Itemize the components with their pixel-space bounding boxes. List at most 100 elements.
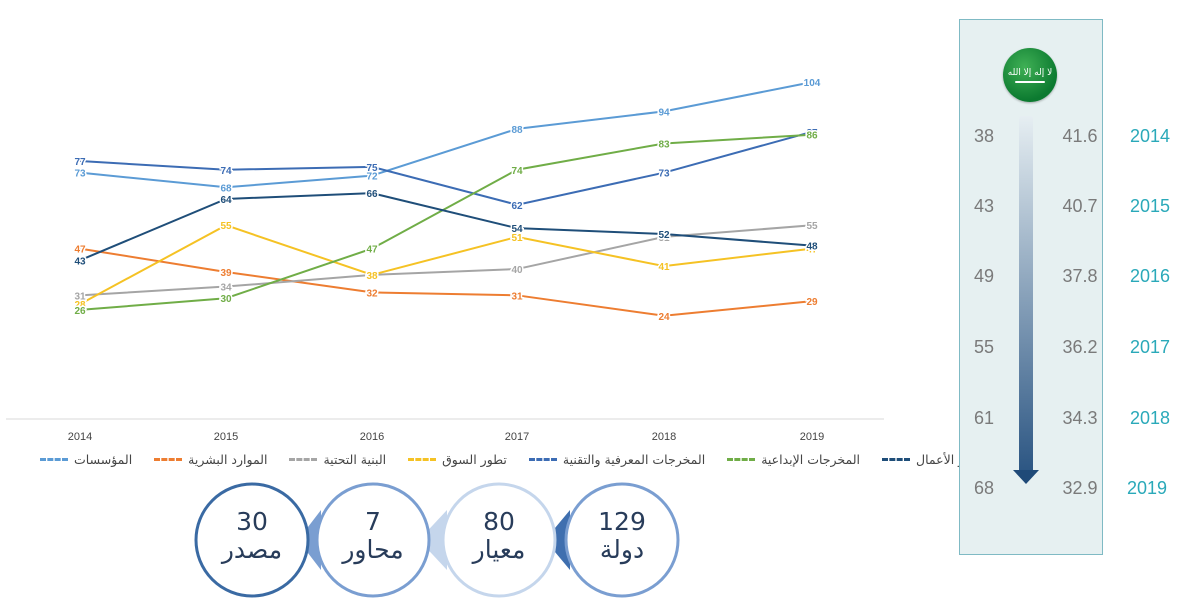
legend-item: تطور السوق	[408, 452, 507, 467]
panel-year: 2017	[1129, 337, 1171, 357]
stat-number: 129	[598, 507, 646, 536]
stat-word: مصدر	[221, 535, 283, 564]
data-label: 74	[220, 166, 232, 177]
legend-swatch	[408, 458, 437, 461]
data-label: 26	[74, 306, 86, 317]
x-tick-label: 2018	[652, 431, 676, 443]
data-label: 51	[511, 233, 523, 244]
panel-year: 2015	[1129, 196, 1171, 216]
score-value: 40.7	[1062, 196, 1098, 216]
rank-value: 38	[973, 126, 995, 146]
series-line-5	[79, 130, 813, 206]
data-label: 31	[74, 291, 86, 302]
stat-circle	[564, 482, 680, 598]
data-label: 38	[366, 271, 378, 282]
legend-swatch	[289, 458, 318, 461]
stat-block: 80 معيار	[444, 508, 554, 564]
data-label: 52	[658, 230, 670, 241]
data-label: 64	[220, 195, 232, 206]
data-label: 87	[806, 128, 818, 139]
data-label: 39	[220, 268, 232, 279]
data-label: 47	[806, 245, 818, 256]
legend-item: المخرجات المعرفية والتقنية	[528, 452, 706, 467]
data-label: 73	[658, 169, 670, 180]
stat-word: معيار	[472, 535, 526, 564]
series-line-2	[79, 247, 813, 317]
arrow-head-icon	[1013, 470, 1039, 484]
legend-swatch	[154, 458, 183, 461]
stat-number: 80	[483, 507, 515, 536]
stat-block: 7 محاور	[318, 508, 428, 564]
data-label: 38	[366, 271, 378, 282]
score-value: 37.8	[1062, 266, 1098, 286]
rank-value: 55	[973, 337, 995, 357]
panel-year: 2016	[1129, 266, 1171, 286]
data-label: 47	[74, 245, 86, 256]
legend-item: البنية التحتية	[289, 452, 386, 467]
x-tick-label: 2015	[214, 431, 238, 443]
flag-sword	[1015, 80, 1045, 83]
data-label: 83	[658, 139, 670, 150]
stat-number: 7	[365, 507, 381, 536]
legend-swatch	[40, 458, 68, 461]
data-label: 72	[366, 172, 378, 183]
series-line-6	[79, 133, 813, 311]
data-label: 54	[511, 224, 523, 235]
chart-legend: المؤسسات الموارد البشرية البنية التحتية تطو…	[40, 452, 984, 467]
legend-swatch	[528, 458, 557, 461]
legend-label: البنية التحتية	[323, 452, 387, 467]
stat-circle	[315, 482, 431, 598]
x-tick-label: 2017	[505, 431, 529, 443]
data-label: 75	[366, 163, 378, 174]
stat-block: 30 مصدر	[197, 508, 307, 564]
data-label: 41	[658, 262, 670, 273]
connector-arrow-icon	[545, 510, 570, 570]
data-label: 48	[806, 242, 818, 253]
data-label: 30	[220, 294, 232, 305]
legend-label: المخرجات الإبداعية	[761, 452, 860, 467]
stat-block: 129 دولة	[567, 508, 677, 564]
data-label: 31	[511, 291, 523, 302]
x-tick-label: 2016	[360, 431, 384, 443]
data-label: 73	[74, 169, 86, 180]
data-label: 40	[511, 265, 523, 276]
data-label: 55	[806, 221, 818, 232]
data-label: 104	[804, 78, 821, 89]
score-value: 32.9	[1062, 478, 1098, 498]
data-label: 47	[366, 245, 378, 256]
rank-value: 61	[973, 408, 995, 428]
data-label: 55	[220, 221, 232, 232]
data-label: 24	[658, 312, 670, 323]
data-label: 51	[658, 233, 670, 244]
panel-year: 2018	[1129, 408, 1171, 428]
data-label: 34	[220, 283, 232, 294]
data-label: 66	[366, 189, 378, 200]
x-tick-label: 2019	[800, 431, 824, 443]
legend-item: الموارد البشرية	[154, 452, 267, 467]
score-value: 41.6	[1062, 126, 1098, 146]
score-value: 34.3	[1062, 408, 1098, 428]
legend-label: المخرجات المعرفية والتقنية	[562, 452, 706, 467]
legend-label: الموارد البشرية	[188, 452, 268, 467]
data-label: 88	[511, 125, 523, 136]
data-label: 68	[220, 183, 232, 194]
legend-swatch	[727, 458, 756, 461]
score-value: 36.2	[1062, 337, 1098, 357]
stat-number: 30	[236, 507, 268, 536]
legend-label: المؤسسات	[74, 452, 133, 467]
flag-script: لا إله إلا الله	[1007, 67, 1053, 78]
series-line-1	[79, 81, 813, 189]
panel-year: 2014	[1129, 126, 1171, 146]
stat-word: محاور	[342, 535, 404, 564]
legend-item: المؤسسات	[40, 452, 132, 467]
stat-word: دولة	[599, 535, 645, 564]
series-line-4	[79, 224, 813, 305]
rank-value: 43	[973, 196, 995, 216]
ranking-panel	[959, 19, 1103, 555]
data-label: 74	[511, 166, 523, 177]
data-label: 86	[806, 131, 818, 142]
series-line-3	[79, 224, 813, 297]
data-label: 29	[806, 297, 818, 308]
data-label: 32	[366, 288, 378, 299]
